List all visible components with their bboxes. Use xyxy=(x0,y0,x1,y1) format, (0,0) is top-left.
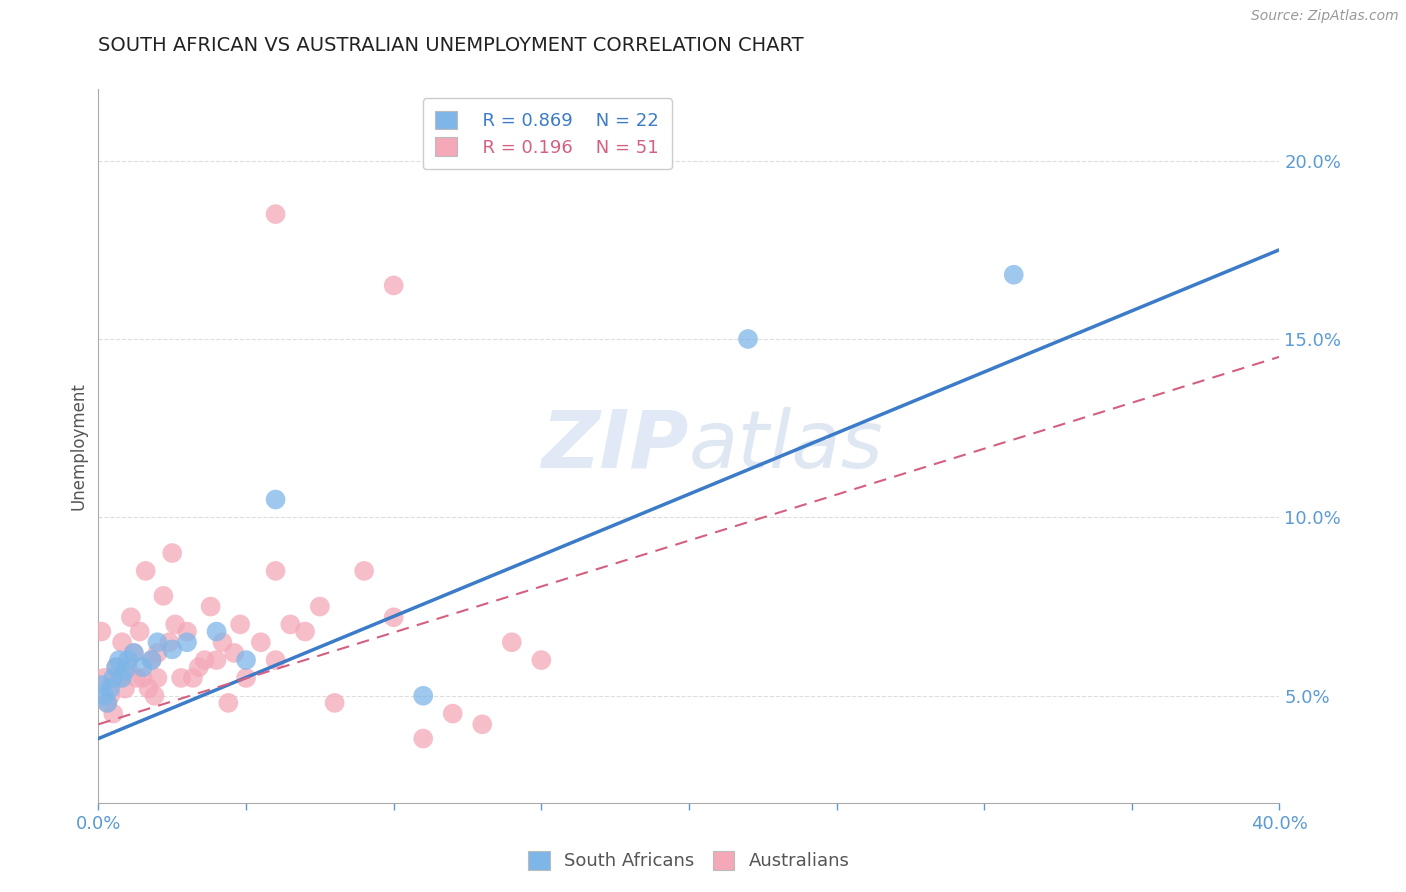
Point xyxy=(98,681,121,696)
Text: SOUTH AFRICAN VS AUSTRALIAN UNEMPLOYMENT CORRELATION CHART: SOUTH AFRICAN VS AUSTRALIAN UNEMPLOYMENT… xyxy=(98,36,804,54)
Point xyxy=(530,653,553,667)
Point xyxy=(96,696,118,710)
Point xyxy=(111,671,134,685)
Point xyxy=(135,564,157,578)
Point xyxy=(205,653,228,667)
Point xyxy=(128,624,150,639)
Point xyxy=(146,671,169,685)
Point xyxy=(105,660,128,674)
Point xyxy=(264,653,287,667)
Point xyxy=(138,681,160,696)
Point xyxy=(132,660,155,674)
Point xyxy=(141,653,163,667)
Point xyxy=(162,642,183,657)
Point xyxy=(205,624,228,639)
Point xyxy=(152,589,174,603)
Point xyxy=(217,696,239,710)
Point xyxy=(117,653,139,667)
Point xyxy=(162,546,183,560)
Point xyxy=(737,332,759,346)
Point xyxy=(235,653,257,667)
Point xyxy=(471,717,494,731)
Point xyxy=(111,635,134,649)
Point xyxy=(264,492,287,507)
Legend: South Africans, Australians: South Africans, Australians xyxy=(519,842,859,880)
Point xyxy=(146,646,169,660)
Point xyxy=(211,635,233,649)
Point xyxy=(382,610,405,624)
Point xyxy=(170,671,193,685)
Point xyxy=(264,207,287,221)
Point xyxy=(1002,268,1025,282)
Point xyxy=(114,681,136,696)
Point xyxy=(114,664,136,678)
Text: Source: ZipAtlas.com: Source: ZipAtlas.com xyxy=(1251,9,1399,23)
Point xyxy=(187,660,209,674)
Point xyxy=(353,564,375,578)
Point xyxy=(229,617,252,632)
Point xyxy=(90,624,112,639)
Point xyxy=(122,646,145,660)
Point xyxy=(146,635,169,649)
Point xyxy=(264,564,287,578)
Point xyxy=(122,646,145,660)
Text: ZIP: ZIP xyxy=(541,407,689,485)
Point xyxy=(294,624,316,639)
Point xyxy=(90,678,112,692)
Point xyxy=(224,646,246,660)
Point xyxy=(143,689,166,703)
Point xyxy=(176,635,198,649)
Point xyxy=(412,689,434,703)
Point xyxy=(141,653,163,667)
Point xyxy=(108,671,131,685)
Point xyxy=(165,617,187,632)
Point xyxy=(235,671,257,685)
Point xyxy=(412,731,434,746)
Point xyxy=(96,696,118,710)
Point xyxy=(382,278,405,293)
Point xyxy=(501,635,523,649)
Point xyxy=(250,635,273,649)
Point xyxy=(105,660,128,674)
Point xyxy=(120,610,142,624)
Point xyxy=(103,706,125,721)
Point xyxy=(176,624,198,639)
Point xyxy=(117,660,139,674)
Point xyxy=(441,706,464,721)
Point xyxy=(93,689,115,703)
Y-axis label: Unemployment: Unemployment xyxy=(69,382,87,510)
Point xyxy=(98,689,121,703)
Text: atlas: atlas xyxy=(689,407,884,485)
Point xyxy=(200,599,222,614)
Point xyxy=(103,671,125,685)
Point xyxy=(323,696,346,710)
Point xyxy=(309,599,332,614)
Point xyxy=(108,653,131,667)
Point xyxy=(93,671,115,685)
Point xyxy=(132,671,155,685)
Point xyxy=(194,653,217,667)
Point xyxy=(181,671,204,685)
Point xyxy=(157,635,180,649)
Point xyxy=(125,671,148,685)
Point xyxy=(278,617,302,632)
